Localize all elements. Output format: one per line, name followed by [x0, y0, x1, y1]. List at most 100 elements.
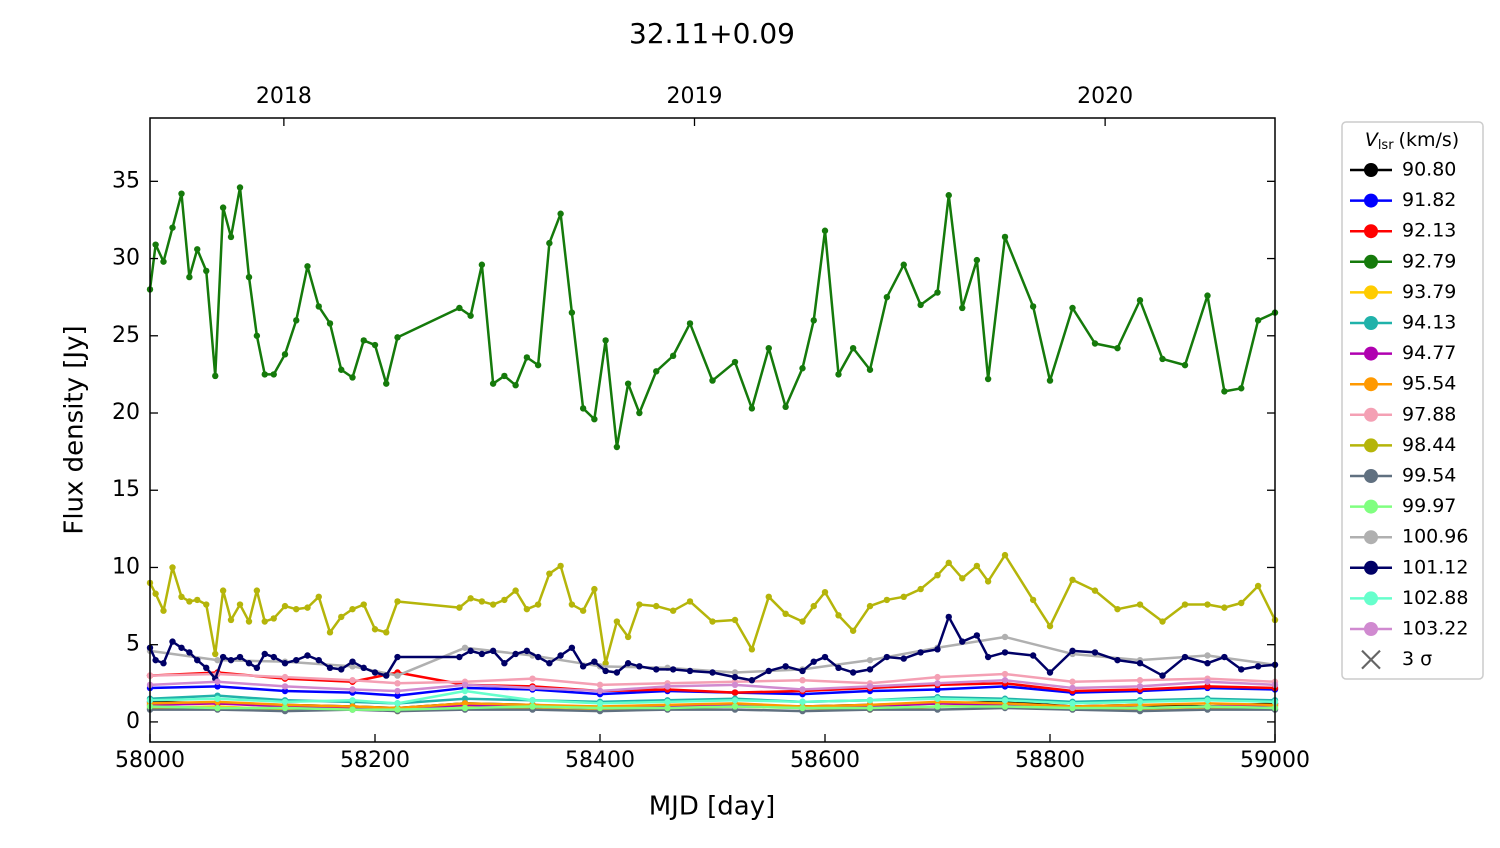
data-point — [686, 598, 694, 605]
data-point — [178, 190, 185, 197]
legend-swatch-marker — [1364, 591, 1378, 606]
data-point — [326, 629, 334, 636]
data-point — [1204, 660, 1211, 667]
data-point — [281, 687, 289, 695]
data-point — [1069, 304, 1076, 312]
data-point — [169, 564, 176, 571]
data-point — [1159, 355, 1166, 363]
data-point — [304, 263, 311, 270]
data-point — [934, 673, 941, 681]
data-point — [934, 680, 941, 687]
data-point — [349, 658, 356, 665]
data-point — [596, 681, 604, 689]
data-point — [1204, 292, 1211, 299]
data-point — [731, 697, 739, 704]
data-point — [467, 595, 474, 602]
data-point — [613, 443, 621, 451]
data-point — [1001, 677, 1009, 684]
legend-label: 99.97 — [1402, 495, 1456, 517]
data-point — [591, 658, 598, 665]
data-point — [456, 304, 463, 312]
data-point — [383, 380, 390, 387]
data-point — [1069, 704, 1076, 712]
data-point — [461, 700, 469, 707]
data-point — [1001, 670, 1009, 678]
data-point — [281, 602, 289, 610]
data-point — [984, 578, 992, 585]
data-point — [236, 184, 244, 191]
data-point — [253, 587, 261, 594]
data-point — [1114, 656, 1121, 664]
data-point — [245, 660, 253, 667]
data-point — [1204, 703, 1211, 710]
data-point — [214, 704, 221, 712]
data-point — [281, 704, 289, 712]
data-point — [467, 312, 474, 319]
data-point — [270, 653, 277, 661]
x2-tick-label: 2018 — [256, 84, 312, 109]
data-point — [917, 301, 924, 309]
x-tick-label: 58000 — [115, 748, 185, 773]
data-point — [731, 673, 739, 681]
data-point — [461, 644, 469, 651]
data-point — [1181, 361, 1189, 369]
data-point — [765, 593, 772, 601]
data-point — [748, 405, 756, 412]
data-point — [731, 358, 739, 366]
data-point — [984, 653, 992, 661]
data-point — [624, 660, 632, 667]
data-point — [501, 596, 508, 604]
data-point — [489, 601, 497, 608]
data-point — [748, 646, 756, 653]
data-point — [1001, 649, 1009, 656]
data-point — [152, 241, 159, 248]
data-point — [1254, 582, 1262, 590]
data-point — [160, 258, 167, 265]
data-point — [557, 562, 564, 570]
data-point — [557, 652, 564, 659]
data-point — [1114, 605, 1121, 613]
data-point — [281, 673, 289, 681]
data-point — [186, 273, 193, 281]
data-point — [281, 698, 289, 706]
data-point — [169, 638, 176, 645]
data-point — [394, 700, 401, 707]
data-point — [1204, 683, 1211, 690]
data-point — [1046, 622, 1054, 630]
data-point — [529, 697, 536, 704]
legend-label: 91.82 — [1402, 189, 1456, 211]
data-point — [253, 664, 261, 672]
data-point — [461, 681, 469, 689]
data-point — [1221, 653, 1228, 661]
data-point — [959, 575, 966, 582]
data-point — [1254, 663, 1262, 670]
legend-label: 98.44 — [1402, 434, 1456, 456]
data-point — [203, 267, 210, 275]
data-point — [160, 660, 167, 667]
data-point — [1029, 652, 1037, 659]
x2-tick-label: 2019 — [667, 84, 723, 109]
data-point — [1136, 683, 1144, 690]
data-point — [731, 703, 739, 710]
data-point — [1091, 340, 1099, 347]
data-point — [1069, 576, 1076, 584]
legend-swatch-marker — [1364, 224, 1378, 239]
data-point — [236, 653, 244, 661]
series-line — [149, 678, 1276, 693]
legend-swatch-marker — [1364, 193, 1378, 208]
data-point — [338, 613, 345, 621]
data-point — [686, 667, 694, 675]
legend-label: 95.54 — [1402, 373, 1456, 395]
data-point — [394, 672, 401, 679]
data-point — [394, 687, 401, 695]
data-point — [227, 656, 235, 664]
x-tick-label: 58400 — [565, 748, 635, 773]
data-point — [236, 601, 244, 608]
data-point — [349, 686, 356, 693]
data-point — [653, 368, 660, 375]
data-point — [394, 680, 401, 687]
data-point — [1091, 587, 1099, 594]
data-point — [489, 380, 497, 387]
data-point — [945, 559, 952, 567]
data-point — [1001, 633, 1009, 641]
